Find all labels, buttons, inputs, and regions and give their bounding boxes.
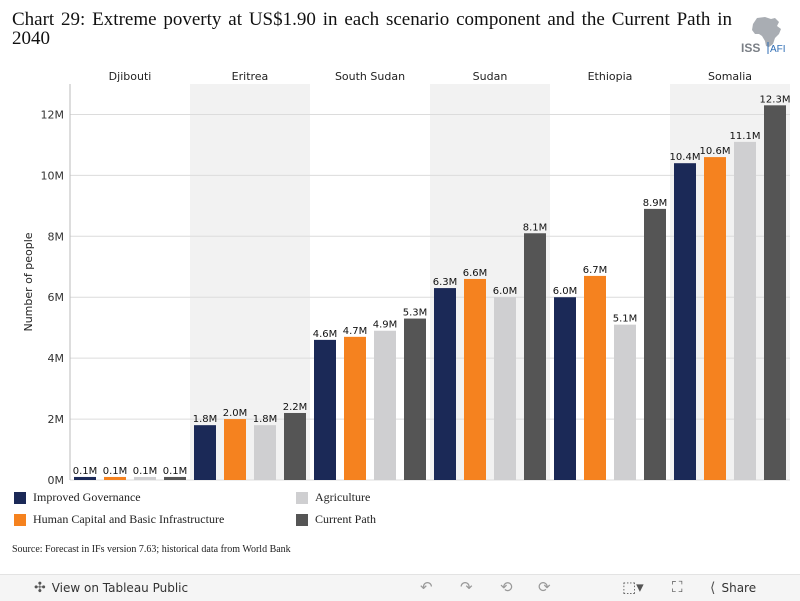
undo-icon[interactable]: ↶ [420, 578, 433, 596]
data-label: 5.1M [613, 314, 638, 325]
y-tick-label: 10M [41, 169, 65, 182]
bar [74, 476, 96, 480]
legend-swatch [14, 491, 26, 504]
bar [704, 157, 726, 480]
category-label: Sudan [473, 70, 508, 83]
y-tick-label: 6M [48, 291, 65, 304]
y-tick-label: 12M [41, 108, 65, 121]
bar [614, 324, 636, 480]
data-label: 8.1M [523, 222, 548, 233]
data-label: 6.6M [463, 268, 488, 279]
y-tick-label: 8M [48, 230, 65, 243]
legend-swatch [296, 513, 308, 526]
bar [314, 339, 336, 480]
download-icon[interactable]: ⬚▾ [622, 578, 644, 596]
bar [374, 330, 396, 480]
data-label: 8.9M [643, 198, 668, 209]
legend-swatch [14, 513, 26, 526]
bar [584, 275, 606, 480]
bar [524, 233, 546, 480]
revert-icon[interactable]: ⟲ [500, 578, 513, 596]
data-label: 1.8M [193, 414, 218, 425]
legend-item: Improved Governance [14, 490, 141, 505]
legend-item: Current Path [296, 512, 376, 527]
data-label: 4.9M [373, 320, 398, 331]
bar [644, 208, 666, 480]
share-label: Share [721, 581, 757, 595]
view-on-tableau-link[interactable]: ✣ View on Tableau Public [34, 580, 188, 596]
data-label: 12.3M [760, 94, 791, 105]
data-label: 6.0M [493, 286, 518, 297]
logo-text-main: ISS [741, 41, 760, 55]
share-icon: ⟨ [710, 580, 716, 596]
legend-label: Current Path [315, 512, 376, 526]
bar [224, 419, 246, 480]
data-label: 6.0M [553, 286, 578, 297]
data-label: 4.6M [313, 329, 338, 340]
tableau-icon: ✣ [34, 580, 46, 596]
data-label: 4.7M [343, 326, 368, 337]
data-label: 2.2M [283, 402, 308, 413]
data-label: 0.1M [163, 466, 188, 477]
bar [134, 476, 156, 480]
bar [284, 412, 306, 480]
view-on-tableau-label: View on Tableau Public [51, 581, 189, 595]
y-tick-label: 0M [48, 474, 65, 485]
data-label: 6.3M [433, 277, 458, 288]
legend-item: Agriculture [296, 490, 370, 505]
chart-title: Chart 29: Extreme poverty at US$1.90 in … [12, 9, 732, 49]
bar [554, 297, 576, 480]
bar [464, 278, 486, 480]
data-label: 10.4M [670, 152, 701, 163]
category-label: Somalia [708, 70, 752, 83]
bar [194, 425, 216, 480]
bar [254, 425, 276, 480]
bar [344, 336, 366, 480]
data-label: 11.1M [730, 131, 761, 142]
chart-legend: Improved Governance Human Capital and Bas… [14, 490, 574, 534]
data-label: 0.1M [103, 466, 128, 477]
fullscreen-icon[interactable]: ⛶ [672, 578, 683, 596]
data-label: 6.7M [583, 265, 608, 276]
bar [404, 318, 426, 480]
data-label: 10.6M [700, 146, 731, 157]
category-label: Ethiopia [588, 70, 633, 83]
category-label: Eritrea [232, 70, 269, 83]
bar [494, 297, 516, 480]
share-button[interactable]: ⟨ Share [710, 580, 756, 596]
bar [734, 141, 756, 480]
data-label: 1.8M [253, 414, 278, 425]
legend-label: Agriculture [315, 490, 371, 504]
redo-icon[interactable]: ↷ [460, 578, 473, 596]
bar [674, 163, 696, 480]
legend-item: Human Capital and Basic Infrastructure [14, 512, 224, 527]
data-label: 5.3M [403, 308, 428, 319]
africa-map-icon [752, 17, 781, 47]
bar [434, 288, 456, 480]
legend-label: Improved Governance [33, 490, 141, 504]
bar [164, 476, 186, 480]
bar [764, 105, 786, 481]
y-tick-label: 4M [48, 352, 65, 365]
data-label: 0.1M [133, 466, 158, 477]
data-label: 2.0M [223, 408, 248, 419]
source-note: Source: Forecast in IFs version 7.63; hi… [12, 544, 291, 555]
y-axis-label: Number of people [22, 232, 35, 331]
iss-afi-logo: ISS AFI [741, 17, 786, 55]
bar [104, 476, 126, 480]
logo-text-sub: AFI [770, 44, 786, 55]
data-label: 0.1M [73, 466, 98, 477]
tableau-toolbar: ✣ View on Tableau Public ↶ ↷ ⟲ ⟳ ⬚▾ ⛶ ⟨ … [0, 574, 800, 601]
y-tick-label: 2M [48, 413, 65, 426]
legend-swatch [296, 491, 308, 504]
category-label: South Sudan [335, 70, 405, 83]
refresh-icon[interactable]: ⟳ [538, 578, 551, 596]
category-label: Djibouti [109, 70, 152, 83]
legend-label: Human Capital and Basic Infrastructure [33, 512, 225, 526]
bar-chart: 0M 2M 4M 6M 8M 10M 12M Number of people Djibouti… [22, 70, 791, 485]
